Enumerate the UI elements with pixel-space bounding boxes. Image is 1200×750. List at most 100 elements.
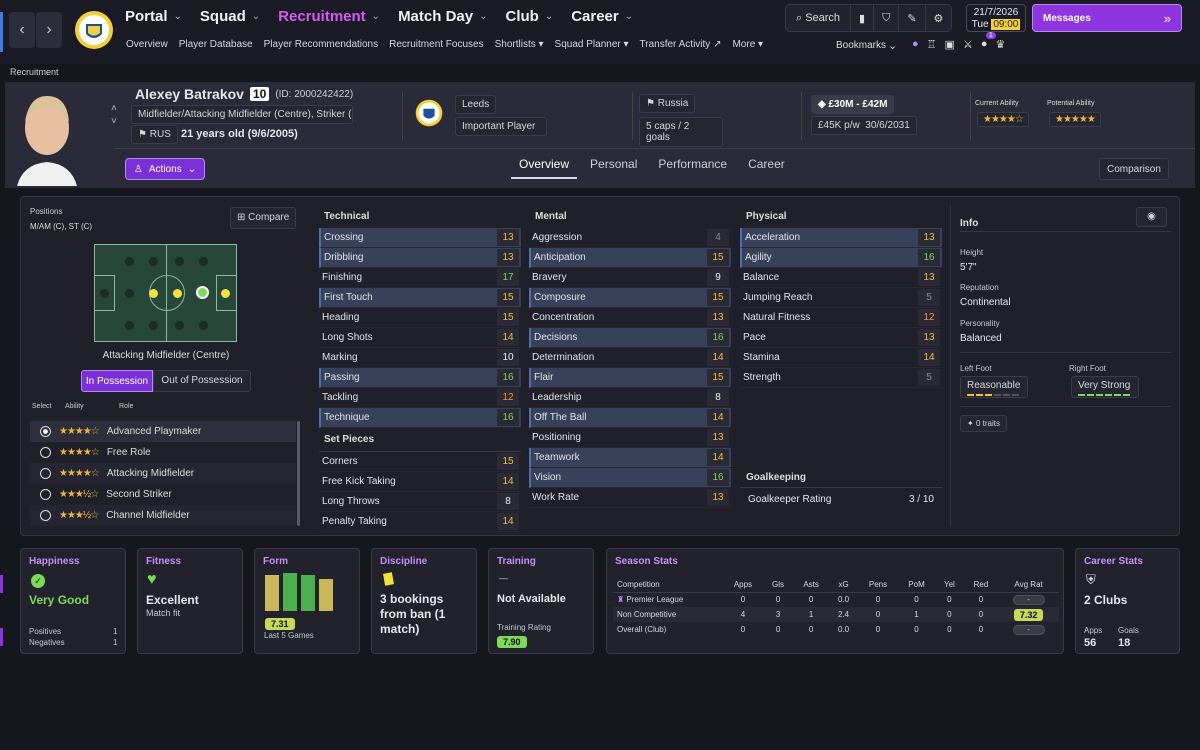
attribute-row[interactable]: Long Shots 14 [319, 328, 521, 348]
attribute-row[interactable]: Off The Ball 14 [529, 408, 731, 428]
attribute-row[interactable]: Jumping Reach 5 [740, 288, 942, 308]
attribute-row[interactable]: Technique 16 [319, 408, 521, 428]
bookmark-button[interactable]: ▮ [850, 5, 873, 31]
attribute-row[interactable]: Long Throws 8 [319, 492, 521, 512]
subnav-transfer-activity[interactable]: Transfer Activity ↗ [640, 39, 722, 50]
attribute-row[interactable]: Natural Fitness 12 [740, 308, 942, 328]
role-row[interactable]: ★★★½☆ Second Striker [30, 484, 296, 505]
attribute-row[interactable]: Penalty Taking 14 [319, 512, 521, 532]
edit-button[interactable]: ✎ [898, 5, 924, 31]
attribute-row[interactable]: Acceleration 13 [740, 228, 942, 248]
fitness-card[interactable]: Fitness ♥ Excellent Match fit [137, 548, 243, 654]
card-icon[interactable]: ▣ [944, 39, 955, 51]
info-options-button[interactable]: ◉ [1136, 207, 1167, 227]
tab-career[interactable]: Career [748, 157, 785, 171]
attribute-row[interactable]: Tackling 12 [319, 388, 521, 408]
attribute-row[interactable]: Corners 15 [319, 452, 521, 472]
tab-personal[interactable]: Personal [590, 157, 638, 171]
breadcrumb[interactable]: Recruitment [10, 67, 59, 77]
tactics-icon[interactable]: ⚔ [962, 39, 973, 51]
discipline-card[interactable]: Discipline 3 bookings from ban (1 match) [371, 548, 477, 654]
nation-box[interactable]: ⚑ Russia [639, 94, 696, 113]
subnav-recruitment-focuses[interactable]: Recruitment Focuses [389, 39, 484, 50]
comparison-button[interactable]: Comparison [1099, 158, 1169, 180]
radio[interactable] [40, 447, 51, 458]
attribute-row[interactable]: Free Kick Taking 14 [319, 472, 521, 492]
happiness-card[interactable]: Happiness ✓ Very Good Positives 1 Negati… [20, 548, 126, 654]
radio[interactable] [40, 468, 51, 479]
attribute-row[interactable]: Passing 16 [319, 368, 521, 388]
attribute-row[interactable]: Anticipation 15 [529, 248, 731, 268]
shirt-icon[interactable]: ♖ [926, 39, 937, 51]
nav-squad[interactable]: Squad ⌄ [199, 8, 261, 25]
bookmarks-label[interactable]: Bookmarks [836, 40, 887, 51]
attribute-row[interactable]: Flair 15 [529, 368, 731, 388]
attribute-row[interactable]: Dribbling 13 [319, 248, 521, 268]
subnav-squad-planner[interactable]: Squad Planner ▾ [555, 39, 629, 50]
radio-selected[interactable] [40, 426, 51, 437]
club-crest-icon[interactable] [74, 6, 114, 54]
training-card[interactable]: Training — Not Available Training Rating… [488, 548, 594, 654]
nav-club[interactable]: Club ⌄ [505, 8, 554, 25]
attribute-row[interactable]: Teamwork 14 [529, 448, 731, 468]
attribute-row[interactable]: Crossing 13 [319, 228, 521, 248]
club-crest-icon[interactable] [415, 96, 443, 130]
attribute-row[interactable]: Work Rate 13 [529, 488, 731, 508]
subnav-player-database[interactable]: Player Database [178, 39, 253, 50]
forward-button[interactable]: › [36, 12, 62, 48]
table-row[interactable]: ♜ Premier League 0 0 0 0.0 0 0 0 0 - [613, 592, 1059, 607]
position-dot-selected[interactable] [196, 286, 209, 299]
scout-button[interactable]: ⛉ [873, 5, 898, 31]
alert-icon[interactable]: ● 1 [981, 32, 996, 51]
role-row[interactable]: ★★★★☆ Free Role [30, 442, 296, 463]
subnav-overview[interactable]: Overview [126, 39, 168, 50]
attribute-row[interactable]: Balance 13 [740, 268, 942, 288]
messages-button[interactable]: Messages » [1032, 4, 1182, 32]
player-switcher[interactable]: ˄ ˅ [111, 102, 117, 128]
nav-career[interactable]: Career ⌄ [571, 8, 634, 25]
search-button[interactable]: ⌕ Search [786, 5, 850, 31]
attribute-row[interactable]: Heading 15 [319, 308, 521, 328]
back-button[interactable]: ‹ [9, 12, 35, 48]
attribute-row[interactable]: Agility 16 [740, 248, 942, 268]
table-row[interactable]: Overall (Club) 0 0 0 0.0 0 0 0 0 - [613, 622, 1059, 637]
compare-button[interactable]: ⊞ Compare [230, 207, 297, 229]
radio[interactable] [40, 510, 51, 521]
form-card[interactable]: Form 7.31 Last 5 Games [254, 548, 360, 654]
chat-icon[interactable]: ● [912, 38, 919, 50]
season-stats-card[interactable]: Season Stats Competition Apps Gls Asts x… [606, 548, 1064, 654]
attribute-row[interactable]: Concentration 13 [529, 308, 731, 328]
attribute-row[interactable]: Determination 14 [529, 348, 731, 368]
roles-scrollbar[interactable] [297, 421, 300, 526]
club-name[interactable]: Leeds [455, 95, 497, 114]
attribute-row[interactable]: Positioning 13 [529, 428, 731, 448]
role-row[interactable]: ★★★★☆ Attacking Midfielder [30, 463, 296, 484]
attribute-row[interactable]: First Touch 15 [319, 288, 521, 308]
date-time[interactable]: 21/7/2026 Tue 09:00 [966, 4, 1026, 32]
attribute-row[interactable]: Decisions 16 [529, 328, 731, 348]
attribute-row[interactable]: Strength 5 [740, 368, 942, 388]
attribute-row[interactable]: Aggression 4 [529, 228, 731, 248]
attribute-row[interactable]: Bravery 9 [529, 268, 731, 288]
settings-button[interactable]: ⚙ [924, 5, 952, 31]
attribute-row[interactable]: Finishing 17 [319, 268, 521, 288]
nav-match-day[interactable]: Match Day ⌄ [398, 8, 488, 25]
tab-performance[interactable]: Performance [658, 157, 728, 171]
table-row[interactable]: Non Competitive 4 3 1 2.4 0 1 0 0 7.32 [613, 607, 1059, 622]
subnav-shortlists[interactable]: Shortlists ▾ [495, 39, 544, 50]
chevron-up-icon[interactable]: ˄ [111, 103, 117, 114]
attribute-row[interactable]: Composure 15 [529, 288, 731, 308]
attribute-row[interactable]: Vision 16 [529, 468, 731, 488]
nav-recruitment[interactable]: Recruitment ⌄ [278, 8, 381, 25]
traits-button[interactable]: ✦ 0 traits [960, 415, 1007, 432]
chevron-down-icon[interactable]: ˅ [111, 116, 117, 127]
radio[interactable] [40, 489, 51, 500]
attribute-row[interactable]: Pace 13 [740, 328, 942, 348]
subnav-player-recommendations[interactable]: Player Recommendations [263, 39, 379, 50]
attribute-row[interactable]: Leadership 8 [529, 388, 731, 408]
actions-button[interactable]: ♙ Actions ⌄ [125, 158, 205, 180]
tab-overview[interactable]: Overview [511, 157, 578, 179]
role-row[interactable]: ★★★★☆ Advanced Playmaker [30, 421, 296, 442]
career-stats-card[interactable]: Career Stats ⛨ 2 Clubs Apps 56 Goals 18 [1075, 548, 1180, 654]
role-row[interactable]: ★★★½☆ Channel Midfielder [30, 505, 296, 526]
